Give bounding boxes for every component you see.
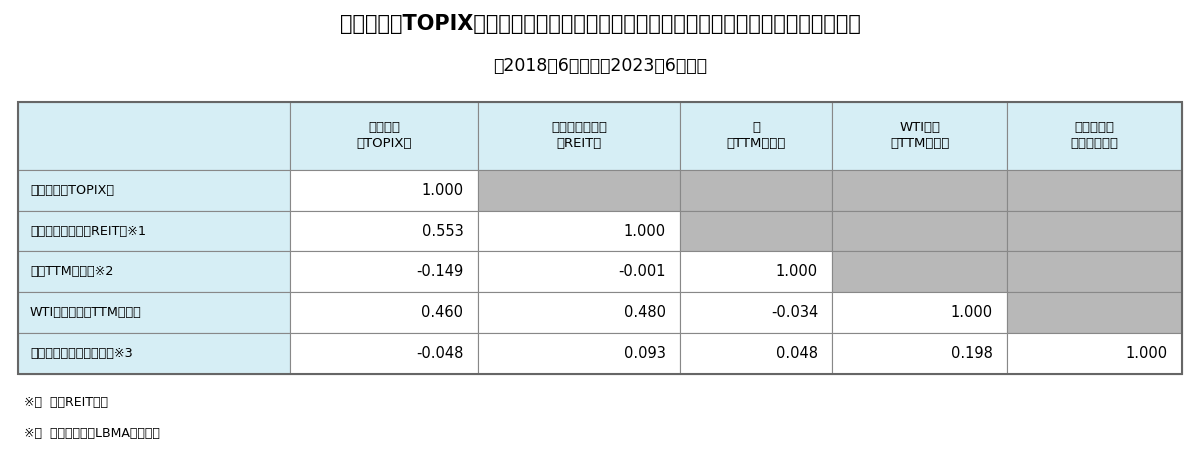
Text: 0.480: 0.480 xyxy=(624,305,666,320)
Bar xyxy=(290,211,478,251)
Text: 0.093: 0.093 xyxy=(624,346,666,361)
Bar xyxy=(680,102,833,170)
Bar xyxy=(290,170,478,211)
Bar xyxy=(1007,102,1182,170)
Text: 1.000: 1.000 xyxy=(624,223,666,239)
Text: 金（TTM換算）※2: 金（TTM換算）※2 xyxy=(30,265,113,278)
Bar xyxy=(478,251,680,292)
Text: -0.034: -0.034 xyxy=(770,305,818,320)
Text: ※１  東証REIT指数: ※１ 東証REIT指数 xyxy=(24,396,108,410)
Text: ※２  金地金価格（LBMA金価格）: ※２ 金地金価格（LBMA金価格） xyxy=(24,427,160,440)
Bar xyxy=(833,211,1007,251)
Text: 不動産投資信託
（REIT）: 不動産投資信託 （REIT） xyxy=(551,121,607,150)
Text: 日本株式（TOPIX）: 日本株式（TOPIX） xyxy=(30,184,114,197)
Bar xyxy=(1007,170,1182,211)
Text: -0.048: -0.048 xyxy=(416,346,463,361)
Text: （2018年6月末から2023年6月末）: （2018年6月末から2023年6月末） xyxy=(493,57,707,75)
Bar xyxy=(680,211,833,251)
Text: 1.000: 1.000 xyxy=(950,305,992,320)
Bar xyxy=(833,333,1007,374)
Bar xyxy=(18,292,290,333)
Text: マーケット
ニュートラル: マーケット ニュートラル xyxy=(1070,121,1118,150)
Text: 日本株式
（TOPIX）: 日本株式 （TOPIX） xyxy=(356,121,412,150)
Bar xyxy=(478,170,680,211)
Bar xyxy=(1007,292,1182,333)
Bar xyxy=(1007,211,1182,251)
Bar xyxy=(478,292,680,333)
Bar xyxy=(1007,333,1182,374)
Bar xyxy=(478,211,680,251)
Bar xyxy=(478,333,680,374)
Bar xyxy=(18,251,290,292)
Bar xyxy=(680,292,833,333)
Text: 0.460: 0.460 xyxy=(421,305,463,320)
Text: 1.000: 1.000 xyxy=(776,264,818,280)
Bar xyxy=(18,102,1182,374)
Bar xyxy=(18,211,290,251)
Text: 金
（TTM換算）: 金 （TTM換算） xyxy=(727,121,786,150)
Bar xyxy=(290,292,478,333)
Text: 0.048: 0.048 xyxy=(776,346,818,361)
Text: 0.553: 0.553 xyxy=(421,223,463,239)
Text: 1.000: 1.000 xyxy=(421,183,463,198)
Bar xyxy=(1007,251,1182,292)
Bar xyxy=(833,251,1007,292)
Bar xyxy=(680,333,833,374)
Bar xyxy=(833,170,1007,211)
Text: 1.000: 1.000 xyxy=(1126,346,1168,361)
Text: 不動産投資信託（REIT）※1: 不動産投資信託（REIT）※1 xyxy=(30,225,146,237)
Text: WTI原油先物（TTM換算）: WTI原油先物（TTM換算） xyxy=(30,306,142,319)
Bar xyxy=(833,102,1007,170)
Bar xyxy=(680,170,833,211)
Bar xyxy=(18,102,290,170)
Text: -0.149: -0.149 xyxy=(416,264,463,280)
Bar xyxy=(18,170,290,211)
Bar xyxy=(290,251,478,292)
Bar xyxy=(478,102,680,170)
Bar xyxy=(290,102,478,170)
Bar xyxy=(680,251,833,292)
Bar xyxy=(18,333,290,374)
Text: マーケットニュートラル※3: マーケットニュートラル※3 xyxy=(30,347,133,360)
Bar xyxy=(833,292,1007,333)
Bar xyxy=(290,333,478,374)
Text: -0.001: -0.001 xyxy=(618,264,666,280)
Text: 0.198: 0.198 xyxy=(950,346,992,361)
Text: WTI原油
（TTM換算）: WTI原油 （TTM換算） xyxy=(890,121,949,150)
Text: 日本株式（TOPIX）と代表的なオルタナティブ運用との月次パフォーマンスの相関係数: 日本株式（TOPIX）と代表的なオルタナティブ運用との月次パフォーマンスの相関係… xyxy=(340,14,860,34)
